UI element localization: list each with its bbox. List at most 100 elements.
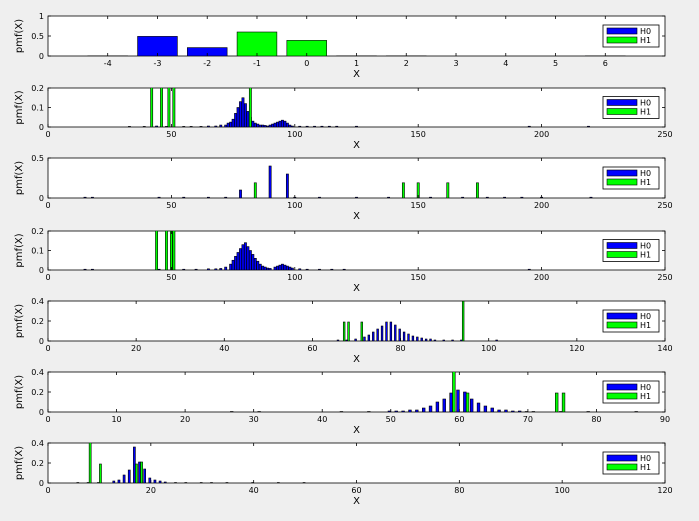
bar-h0-1 <box>91 268 94 270</box>
legend-swatch-h0 <box>606 454 638 462</box>
bar-h0-0 <box>83 196 87 198</box>
x-tick-label: 250 <box>657 130 672 139</box>
bar-h0-47 <box>587 125 590 127</box>
bar-h0-17 <box>246 246 250 270</box>
bar-h0-4 <box>165 126 168 127</box>
bar-h0-5 <box>372 331 375 341</box>
legend-label-h0: H0 <box>640 242 651 251</box>
bar-h0-12 <box>442 398 446 412</box>
bar-h0-17 <box>210 482 213 483</box>
x-tick-label: 80 <box>395 344 405 353</box>
axes-area <box>47 230 666 271</box>
bar-h0-8 <box>219 268 223 270</box>
bar-h0-20 <box>442 339 445 341</box>
bar-h0-13 <box>229 121 233 127</box>
x-tick-label: 20 <box>146 486 156 495</box>
y-tick-label: 0 <box>39 123 44 132</box>
x-tick-label: 0 <box>304 59 309 68</box>
bar-h0-35 <box>298 268 302 270</box>
y-tick-label: 0.5 <box>31 154 44 163</box>
x-tick-label: 100 <box>287 130 302 139</box>
x-tick-label: 0 <box>45 344 50 353</box>
bar-h0-25 <box>531 411 536 412</box>
bar-h0-14 <box>174 482 177 483</box>
legend-swatch-h1 <box>606 178 638 186</box>
bar-h0-7 <box>408 409 412 412</box>
legend-label-h1: H1 <box>640 392 651 401</box>
bar-h0-19 <box>244 103 247 127</box>
bar-h0-5 <box>182 126 186 127</box>
legend-swatch-h0 <box>606 242 638 249</box>
bar-h1-1 <box>465 392 470 412</box>
x-tick-label: 0 <box>45 201 50 210</box>
bar-h0-28 <box>634 411 638 412</box>
bars <box>128 88 590 127</box>
bar-h0-11 <box>224 124 228 127</box>
bar-h0-23 <box>517 410 522 412</box>
x-tick-label: 6 <box>603 59 608 68</box>
bar-h0-5 <box>122 474 126 483</box>
bar-h1-0 <box>342 321 346 341</box>
x-tick-label: -4 <box>104 59 112 68</box>
bar-h0-23 <box>253 122 257 127</box>
legend-swatch-h0 <box>606 312 638 320</box>
x-tick-label: 40 <box>249 486 259 495</box>
bar-h0-34 <box>281 119 284 127</box>
y-tick-label: 0.4 <box>31 439 44 448</box>
bar-h0-12 <box>402 331 406 341</box>
legend-swatch-h1 <box>606 251 638 258</box>
bar-h0-15 <box>184 482 188 483</box>
x-tick-label: 1 <box>354 59 359 68</box>
y-axis-label: pmf(X) <box>14 161 25 195</box>
bar-h0-5 <box>194 268 198 270</box>
legend-swatch-h0 <box>606 99 638 106</box>
bar-h0-0 <box>230 411 234 412</box>
bar-h0-30 <box>281 263 284 270</box>
bar-h0-32 <box>285 265 289 270</box>
bar-h1-0 <box>253 182 257 198</box>
bar-h0-18 <box>429 338 432 341</box>
bar-h0-20 <box>253 257 257 270</box>
bar-h0-29 <box>268 124 272 127</box>
bar-h0-16 <box>470 398 474 412</box>
bar-h0-17 <box>520 196 524 198</box>
y-tick-label: 0.4 <box>31 368 44 377</box>
bar-h0-24 <box>256 123 260 127</box>
bar-h0-10 <box>229 263 233 270</box>
bar-h0-16 <box>244 242 247 270</box>
bar-h0-16 <box>236 107 240 127</box>
bar-h0-22 <box>511 410 515 412</box>
bar-h0-7 <box>268 165 272 198</box>
bar-h1-1 <box>160 88 163 127</box>
y-tick-label: 0.2 <box>31 388 44 397</box>
y-tick-label: 0.5 <box>31 32 44 41</box>
legend-swatch-h0 <box>606 27 638 35</box>
legend-label-h0: H0 <box>640 169 651 178</box>
bar-h0-0 <box>128 126 131 127</box>
bar-h0-6 <box>401 410 405 412</box>
legend-swatch-h1 <box>606 392 638 400</box>
y-tick-label: 0 <box>39 266 44 275</box>
bar-h0-11 <box>153 479 157 483</box>
bar-h0-36 <box>285 122 289 127</box>
x-tick-label: 50 <box>166 273 176 282</box>
bar-h0-33 <box>288 266 292 270</box>
bar-h0-19 <box>251 254 255 270</box>
x-tick-label: 120 <box>657 486 672 495</box>
bar-h0-7 <box>133 446 136 483</box>
y-axis-label: pmf(X) <box>14 90 25 124</box>
bar-h1-2 <box>416 182 420 198</box>
y-tick-label: 0 <box>39 479 44 488</box>
bar-h0-37 <box>318 268 321 270</box>
bar-h0-4 <box>117 479 121 483</box>
axes-area <box>47 300 666 342</box>
x-tick-label: 60 <box>351 486 361 495</box>
bar-h0-26 <box>268 268 272 270</box>
bar-h0-16 <box>420 337 423 341</box>
bar-h1-0 <box>150 88 154 127</box>
